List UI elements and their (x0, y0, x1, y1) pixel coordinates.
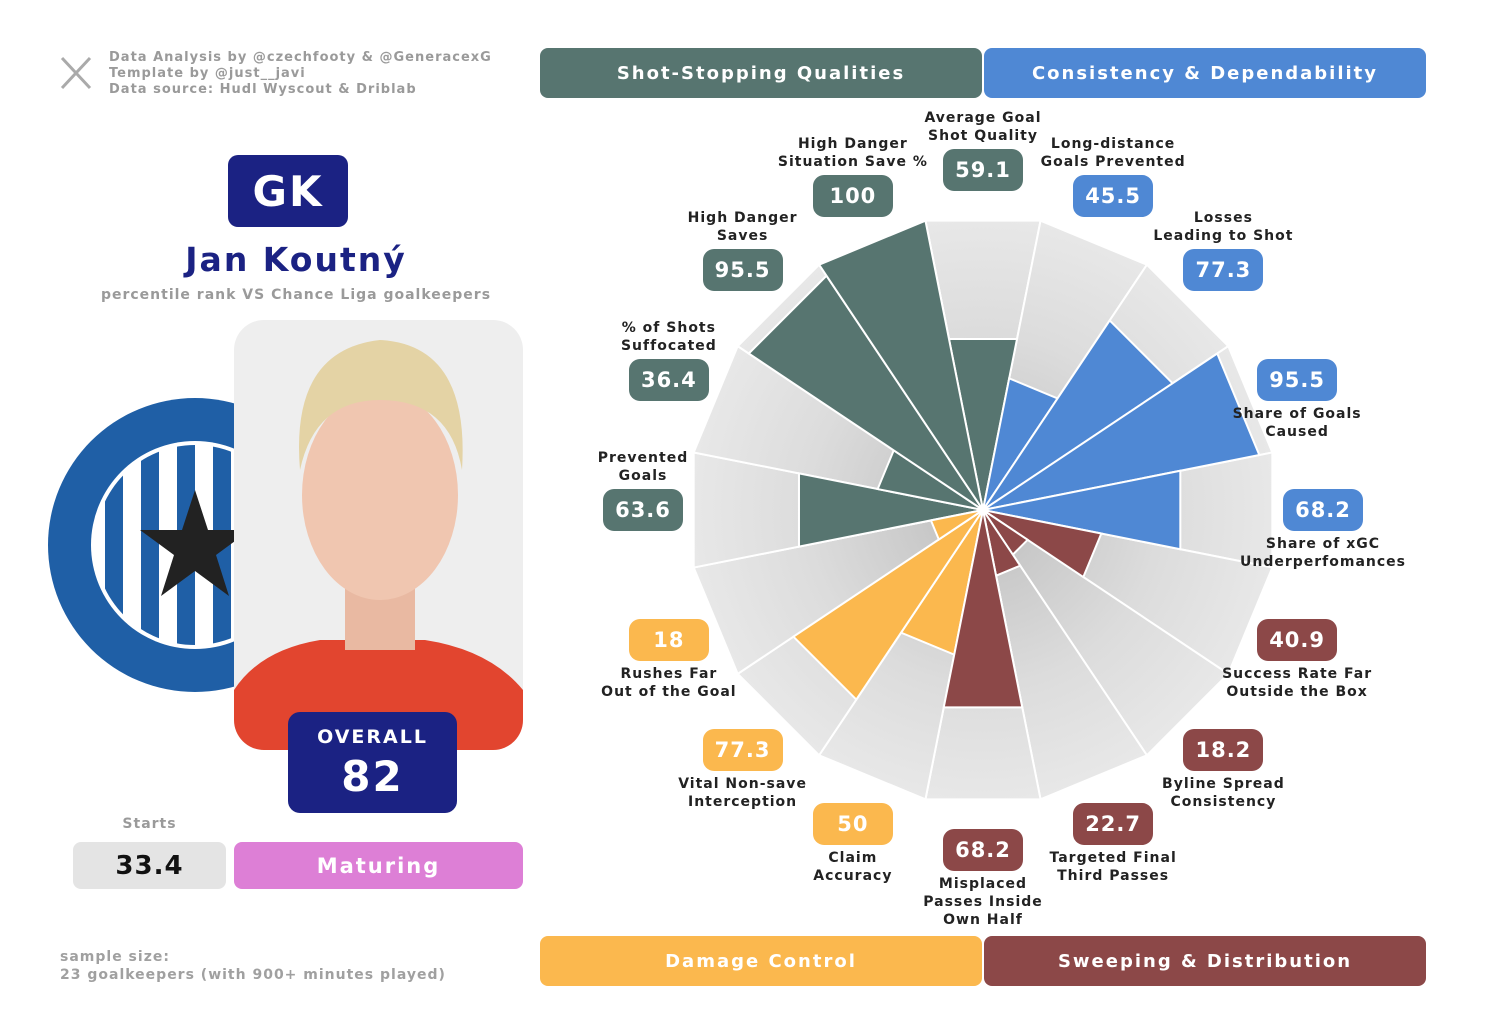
value-label: 50 (812, 803, 893, 846)
overall-label: OVERALL (317, 726, 428, 748)
legend-item: Damage Control (540, 936, 982, 986)
category-label: Losses Leading to Shot (1153, 209, 1294, 244)
value-label: 68.2 (943, 829, 1023, 871)
bar (817, 219, 984, 511)
category-label: Average Goal Shot Quality (924, 110, 1042, 144)
category-label: Share of xGC Underperfomances (1239, 536, 1407, 570)
value-label: 63.6 (603, 489, 683, 531)
bar (982, 509, 1103, 579)
category-label: High Danger Situation Save % (777, 135, 928, 170)
value-label: 68.2 (1283, 489, 1363, 531)
player-photo (234, 320, 523, 750)
category-label: Long-distance Goals Prevented (1040, 135, 1186, 170)
value-label: 22.7 (1073, 803, 1154, 846)
value-label: 18.2 (1183, 729, 1264, 772)
sample-size: 23 goalkeepers (with 900+ minutes played… (60, 967, 446, 983)
category-label: Targeted Final Third Passes (1049, 850, 1177, 885)
category-label: % of Shots Suffocated (620, 319, 717, 354)
subtitle: percentile rank VS Chance Liga goalkeepe… (100, 287, 492, 303)
category-label: Share of Goals Caused (1232, 405, 1362, 440)
category-label: Prevented Goals (597, 450, 689, 484)
player-name: Jan Koutný (185, 240, 407, 279)
legend-item: Shot-Stopping Qualities (540, 48, 982, 98)
category-label: High Danger Saves (687, 209, 798, 244)
category-label: Rushes Far Out of the Goal (601, 666, 737, 701)
overall-value: 82 (341, 752, 404, 801)
sample-size: sample size: (60, 949, 170, 965)
value-label: 40.9 (1257, 619, 1338, 662)
value-label: 59.1 (943, 149, 1023, 191)
value-label: 77.3 (702, 729, 783, 772)
value-label: 95.5 (702, 248, 783, 291)
overall-box (288, 712, 457, 813)
credit: Data source: Hudl Wyscout & Driblab (109, 82, 417, 97)
position-badge: GK (228, 155, 348, 227)
starts-label: Starts (122, 816, 177, 832)
bar (942, 509, 1024, 709)
credit: Template by @just__javi (109, 66, 306, 81)
category-label: Byline Spread Consistency (1162, 776, 1285, 811)
bar (929, 509, 984, 542)
category-label: Claim Accuracy (813, 850, 893, 885)
value-label: 45.5 (1073, 174, 1154, 217)
value-label: 18 (628, 619, 709, 662)
value-label: 36.4 (628, 358, 709, 401)
starts-value: 33.4 (73, 842, 226, 889)
x-logo (60, 56, 92, 90)
bar (791, 509, 984, 702)
legend-item: Sweeping & Distribution (984, 936, 1426, 986)
category-label: Misplaced Passes Inside Own Half (923, 876, 1043, 928)
category-label: Success Rate Far Outside the Box (1222, 666, 1373, 701)
legend-item: Consistency & Dependability (984, 48, 1426, 98)
value-label: 100 (812, 174, 893, 217)
status: Maturing (234, 842, 523, 889)
category-label: Vital Non-save Interception (678, 776, 807, 811)
value-label: 95.5 (1257, 358, 1338, 401)
value-label: 77.3 (1183, 248, 1264, 291)
credit: Data Analysis by @czechfooty & @Generace… (109, 50, 492, 65)
